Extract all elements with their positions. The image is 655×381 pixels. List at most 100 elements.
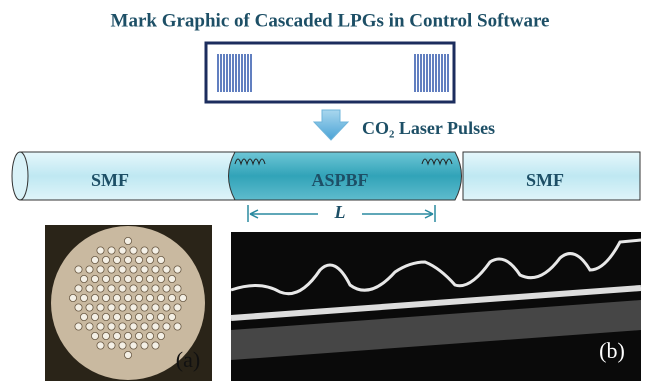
air-hole <box>135 332 142 339</box>
air-hole <box>75 285 82 292</box>
laser-label: CO₂ Laser Pulses <box>362 118 495 138</box>
air-hole <box>124 237 131 244</box>
air-hole <box>152 266 159 273</box>
air-hole <box>135 294 142 301</box>
air-hole <box>141 247 148 254</box>
air-hole <box>102 275 109 282</box>
air-hole <box>119 266 126 273</box>
air-hole <box>86 323 93 330</box>
air-hole <box>130 323 137 330</box>
air-hole <box>75 304 82 311</box>
air-hole <box>102 332 109 339</box>
length-label: L <box>334 202 346 222</box>
air-hole <box>91 313 98 320</box>
air-hole <box>146 313 153 320</box>
air-hole <box>113 256 120 263</box>
air-hole <box>157 275 164 282</box>
air-hole <box>152 342 159 349</box>
air-hole <box>163 266 170 273</box>
air-hole <box>174 323 181 330</box>
air-hole <box>174 304 181 311</box>
air-hole <box>141 304 148 311</box>
air-hole <box>69 294 76 301</box>
air-hole <box>163 285 170 292</box>
air-hole <box>124 275 131 282</box>
air-hole <box>157 313 164 320</box>
fiber-label: ASPBF <box>311 170 368 190</box>
air-hole <box>113 275 120 282</box>
fiber-label: SMF <box>526 170 564 190</box>
air-hole <box>91 294 98 301</box>
air-hole <box>108 323 115 330</box>
air-hole <box>124 256 131 263</box>
air-hole <box>141 323 148 330</box>
air-hole <box>152 304 159 311</box>
air-hole <box>124 351 131 358</box>
air-hole <box>163 323 170 330</box>
air-hole <box>108 342 115 349</box>
software-box <box>206 43 454 102</box>
air-hole <box>119 304 126 311</box>
air-hole <box>91 256 98 263</box>
air-hole <box>102 294 109 301</box>
air-hole <box>135 313 142 320</box>
air-hole <box>157 332 164 339</box>
air-hole <box>119 342 126 349</box>
air-hole <box>124 313 131 320</box>
title: Mark Graphic of Cascaded LPGs in Control… <box>111 10 550 31</box>
air-hole <box>124 294 131 301</box>
air-hole <box>179 294 186 301</box>
air-hole <box>130 304 137 311</box>
air-hole <box>146 256 153 263</box>
panel-label: (b) <box>599 338 625 363</box>
air-hole <box>174 285 181 292</box>
air-hole <box>113 332 120 339</box>
air-hole <box>141 266 148 273</box>
air-hole <box>174 266 181 273</box>
air-hole <box>80 294 87 301</box>
air-hole <box>119 285 126 292</box>
air-hole <box>75 266 82 273</box>
air-hole <box>152 323 159 330</box>
air-hole <box>108 285 115 292</box>
air-hole <box>135 275 142 282</box>
air-hole <box>91 275 98 282</box>
air-hole <box>163 304 170 311</box>
air-hole <box>130 266 137 273</box>
air-hole <box>80 275 87 282</box>
air-hole <box>168 275 175 282</box>
air-hole <box>86 285 93 292</box>
fiber-label: SMF <box>91 170 129 190</box>
air-hole <box>141 342 148 349</box>
air-hole <box>130 285 137 292</box>
air-hole <box>157 256 164 263</box>
air-hole <box>168 313 175 320</box>
air-hole <box>146 294 153 301</box>
air-hole <box>146 275 153 282</box>
air-hole <box>80 313 87 320</box>
air-hole <box>86 304 93 311</box>
air-hole <box>97 266 104 273</box>
air-hole <box>168 294 175 301</box>
air-hole <box>97 342 104 349</box>
air-hole <box>146 332 153 339</box>
air-hole <box>152 247 159 254</box>
air-hole <box>113 313 120 320</box>
air-hole <box>108 266 115 273</box>
air-hole <box>108 247 115 254</box>
air-hole <box>86 266 93 273</box>
air-hole <box>130 342 137 349</box>
air-hole <box>141 285 148 292</box>
air-hole <box>102 256 109 263</box>
air-hole <box>119 247 126 254</box>
air-hole <box>113 294 120 301</box>
air-hole <box>97 323 104 330</box>
laser-arrow <box>314 110 348 140</box>
air-hole <box>108 304 115 311</box>
air-hole <box>130 247 137 254</box>
air-hole <box>97 247 104 254</box>
air-hole <box>124 332 131 339</box>
panel-label: (a) <box>176 347 200 372</box>
air-hole <box>135 256 142 263</box>
air-hole <box>152 285 159 292</box>
